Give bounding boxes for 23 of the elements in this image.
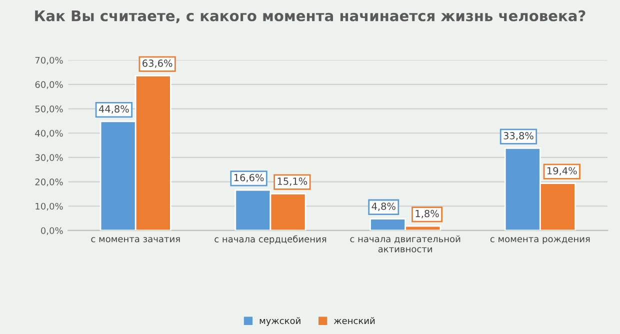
data-label: 63,6%	[142, 60, 172, 68]
y-tick-label: 20,0%	[35, 178, 63, 186]
y-tick-label: 60,0%	[35, 81, 63, 89]
y-tick-label: 30,0%	[35, 154, 63, 162]
chart-title: Как Вы считаете, с какого момента начинается жизнь человека?	[35, 10, 586, 24]
y-tick-label: 0,0%	[41, 227, 63, 235]
y-tick-label: 70,0%	[35, 56, 63, 65]
x-tick-label: с момента рождения	[490, 237, 590, 244]
data-label: 19,4%	[548, 167, 577, 176]
data-label: 44,8%	[98, 105, 129, 114]
data-label: 4,8%	[372, 202, 396, 211]
x-tick-label: с момента зачатия	[91, 237, 180, 242]
legend-label: женский	[334, 317, 375, 324]
x-tick-label: с начала двигательной активности	[350, 235, 460, 252]
x-tick-label: с начала сердцебиения	[214, 235, 326, 244]
data-label: 16,6%	[234, 174, 264, 182]
data-label: 33,8%	[504, 132, 534, 140]
y-tick-label: 50,0%	[35, 106, 63, 114]
legend-label: мужской	[260, 317, 300, 326]
data-label: 1,8%	[416, 210, 439, 218]
data-label: 15,1%	[278, 178, 308, 186]
y-tick-label: 40,0%	[35, 130, 63, 138]
y-tick-label: 10,0%	[36, 202, 63, 211]
